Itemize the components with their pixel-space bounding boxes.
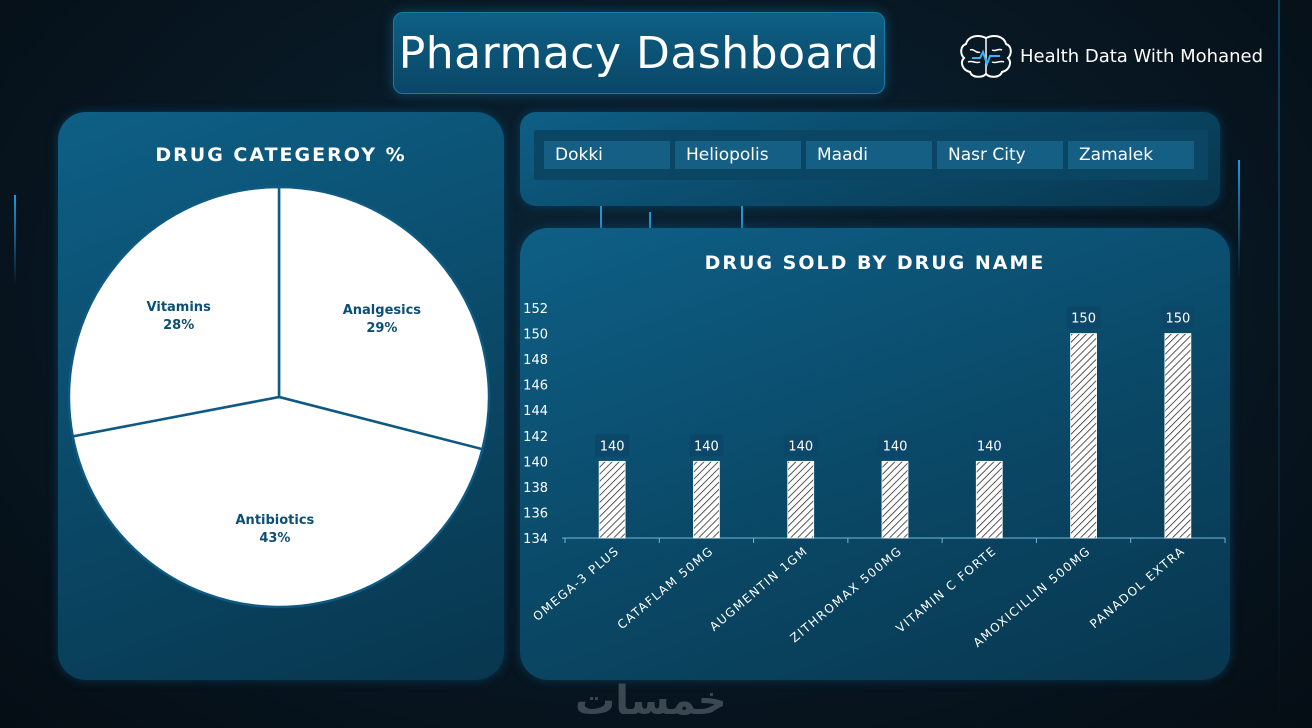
pie-chart-panel: DRUG CATEGEROY % Analgesics 29% Antibiotic… — [58, 112, 504, 680]
data-label-box — [878, 434, 912, 457]
branch-slicer-panel: Dokki Heliopolis Maadi Nasr City Zamalek — [520, 112, 1220, 206]
data-label-zithromax-500mg: 140 — [883, 439, 908, 454]
x-tick-label-augmentin-1gm: AUGMENTIN 1GM — [707, 544, 811, 634]
decor-line-right — [1238, 160, 1240, 280]
watermark: خمسات — [575, 678, 727, 724]
connector-line — [600, 206, 602, 228]
slicer-item-zamalek[interactable]: Zamalek — [1068, 141, 1194, 169]
y-tick-label: 144 — [523, 404, 548, 419]
data-label-augmentin-1gm: 140 — [788, 439, 813, 454]
connector-line — [649, 212, 651, 228]
decor-line-left — [14, 195, 16, 285]
x-tick-label-omega-3-plus: OMEGA-3 PLUS — [530, 544, 622, 624]
data-label-amoxicillin-500mg: 150 — [1071, 312, 1096, 327]
bar-chart-panel: DRUG SOLD BY DRUG NAME 134 136 138 140 142 14… — [520, 228, 1230, 680]
slicer-item-maadi[interactable]: Maadi — [806, 141, 932, 169]
connector-line — [741, 206, 743, 228]
y-tick-label: 146 — [523, 379, 548, 394]
bar-chart-title: DRUG SOLD BY DRUG NAME — [704, 252, 1046, 274]
pie-label-antibiotics: Antibiotics — [236, 513, 315, 528]
slicer-item-nasr-city[interactable]: Nasr City — [937, 141, 1063, 169]
y-tick-label: 138 — [523, 481, 548, 496]
data-label-box — [595, 434, 630, 457]
x-tick-label-cataflam-50mg: CATAFLAM 50MG — [615, 544, 717, 632]
page-title: Pharmacy Dashboard — [398, 27, 880, 79]
data-label-box — [1066, 306, 1101, 329]
pie-label-analgesics: Analgesics — [343, 303, 422, 318]
data-label-vitamin-c-forte: 140 — [977, 439, 1002, 454]
pie-label-vitamins: Vitamins — [147, 300, 212, 315]
title-box: Pharmacy Dashboard — [393, 12, 885, 94]
decor-line-far-right — [1278, 0, 1280, 728]
data-label-box — [783, 434, 818, 457]
pie-chart-title: DRUG CATEGEROY % — [155, 144, 407, 166]
pie-slice-analgesics[interactable] — [277, 185, 491, 451]
y-tick-label: 136 — [523, 506, 548, 521]
bar-augmentin-1gm[interactable] — [787, 460, 815, 539]
pie-slice-vitamins[interactable] — [67, 185, 281, 438]
pie-slice-antibiotics[interactable] — [71, 395, 484, 609]
bar-vitamin-c-forte[interactable] — [975, 460, 1003, 539]
data-label-box — [689, 434, 724, 457]
pie-value-vitamins: 28% — [163, 318, 194, 333]
bar-zithromax-500mg[interactable] — [881, 460, 909, 539]
y-tick-label: 148 — [523, 353, 548, 368]
bar-chart: 134 136 138 140 142 144 146 148 150 152 140 OMEGA-3… — [523, 302, 1226, 650]
data-label-cataflam-50mg: 140 — [694, 439, 719, 454]
bar-cataflam-50mg[interactable] — [693, 460, 720, 539]
brain-icon — [960, 35, 1012, 78]
pie-value-analgesics: 29% — [366, 321, 397, 336]
slicer-item-dokki[interactable]: Dokki — [544, 141, 670, 169]
brand-name: Health Data With Mohaned — [1020, 45, 1264, 67]
bar-amoxicillin-500mg[interactable] — [1070, 333, 1097, 539]
y-tick-label: 150 — [523, 328, 548, 343]
brand: Health Data With Mohaned — [958, 30, 1263, 82]
x-tick-label-panadol-extra: PANADOL EXTRA — [1087, 544, 1188, 632]
slicer-item-heliopolis[interactable]: Heliopolis — [675, 141, 801, 169]
y-tick-label: 134 — [523, 532, 548, 547]
branch-slicer: Dokki Heliopolis Maadi Nasr City Zamalek — [534, 130, 1208, 180]
data-label-box — [1160, 306, 1195, 329]
x-tick-label-vitamin-c-forte: VITAMIN C FORTE — [893, 544, 999, 636]
data-label-panadol-extra: 150 — [1165, 312, 1190, 327]
bar-panadol-extra[interactable] — [1164, 333, 1192, 539]
bar-omega-3-plus[interactable] — [598, 460, 626, 539]
pie-value-antibiotics: 43% — [259, 531, 290, 546]
y-tick-label: 140 — [523, 455, 548, 470]
y-tick-label: 152 — [523, 302, 548, 317]
y-tick-label: 142 — [523, 430, 548, 445]
data-label-box — [972, 434, 1007, 457]
data-label-omega-3-plus: 140 — [600, 439, 625, 454]
pie-chart: Analgesics 29% Antibiotics 43% Vitamins 28% — [67, 185, 491, 609]
